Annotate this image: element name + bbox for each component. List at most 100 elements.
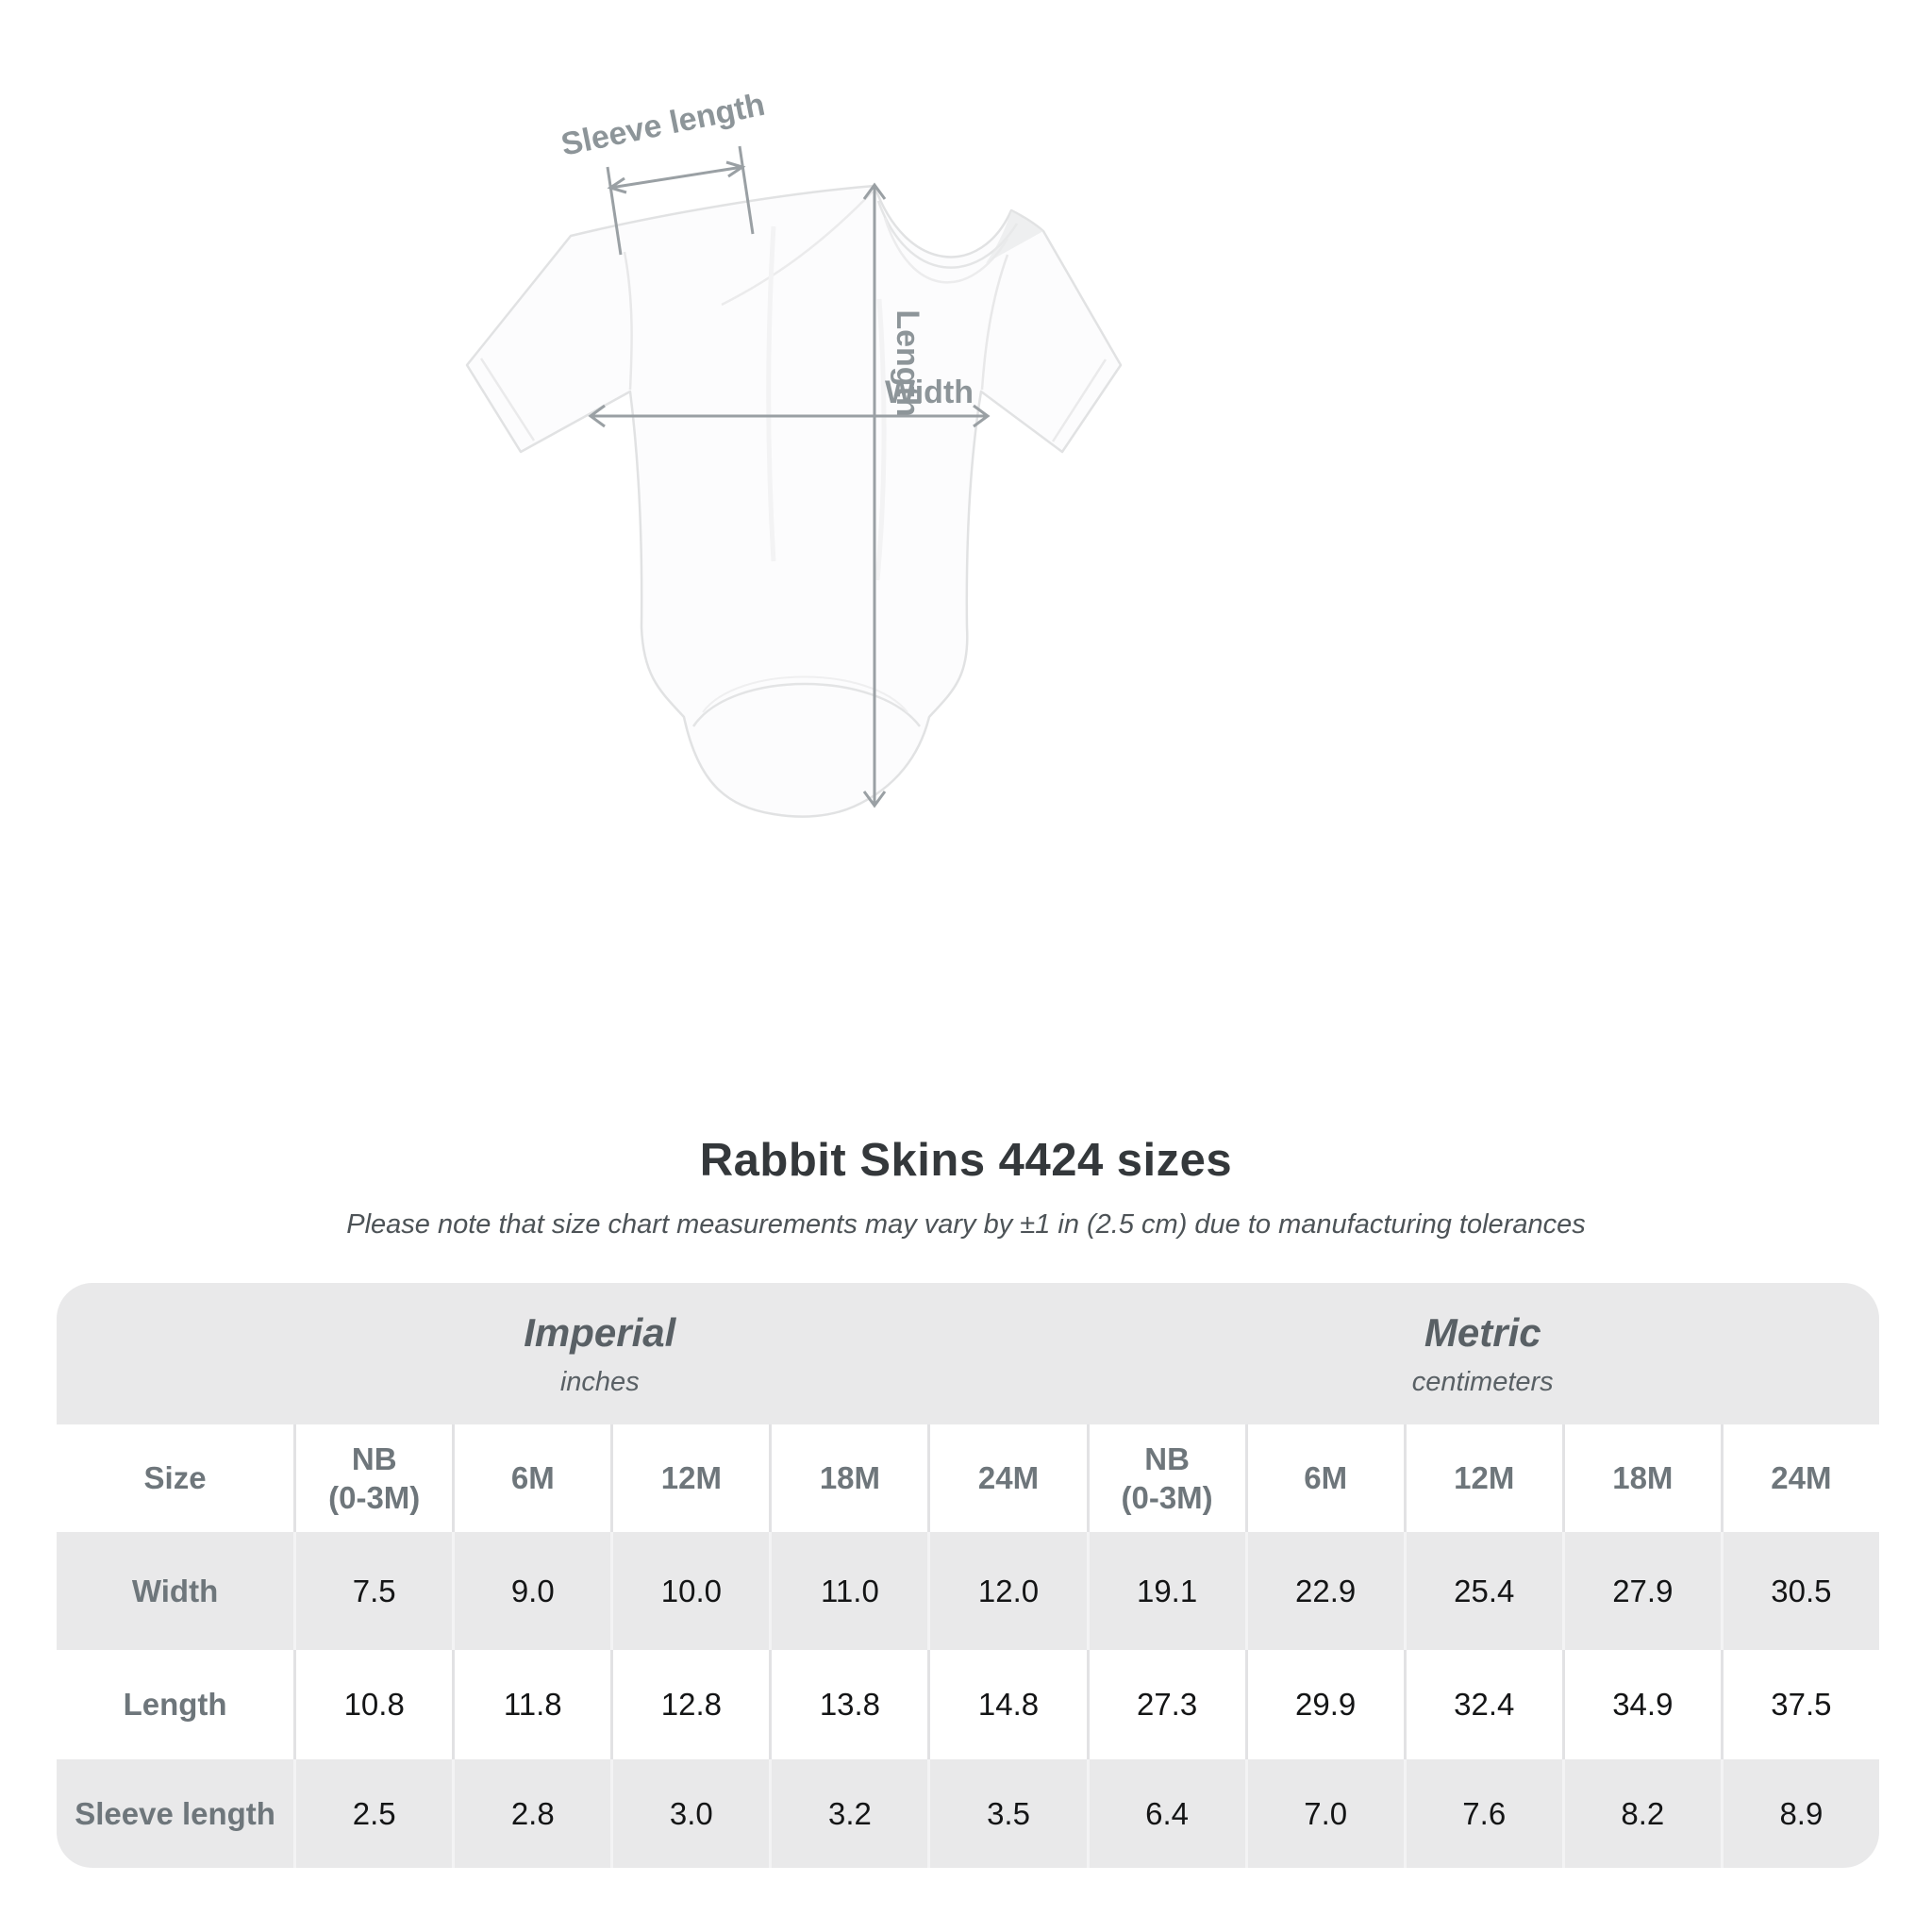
length-label: Length: [890, 309, 925, 416]
cell-value: 12.0: [977, 1573, 1040, 1608]
cell-value: 10.0: [660, 1573, 722, 1608]
cell-value: 11.0: [821, 1573, 879, 1608]
cell-value: 14.8: [977, 1687, 1040, 1722]
table-cell: 10.8: [293, 1650, 452, 1759]
table-cell: Sleeve length: [57, 1759, 293, 1868]
cell-value: 32.4: [1454, 1687, 1515, 1722]
table-cell: 6M: [452, 1424, 610, 1532]
table-cell: 27.3: [1086, 1650, 1245, 1759]
cell-value: 12.8: [660, 1687, 722, 1722]
page-title: Rabbit Skins 4424 sizes: [699, 1135, 1233, 1186]
col-header: 18M: [819, 1460, 881, 1496]
col-header: 24M: [977, 1460, 1040, 1496]
col-header: 24M: [1771, 1460, 1832, 1496]
cell-value: 3.5: [987, 1795, 1030, 1831]
table-cell: 25.4: [1403, 1532, 1562, 1650]
table-cell: 37.5: [1720, 1650, 1879, 1759]
table-cell: 11.0: [769, 1532, 927, 1650]
shoulder-flap-seam: [721, 191, 874, 307]
size-header-row: Size NB (0-3M) 6M 12M 18M 24M NB (0-3M) 6M 12M 18…: [57, 1424, 1879, 1532]
cell-value: 22.9: [1295, 1573, 1357, 1608]
cell-value: 30.5: [1771, 1573, 1832, 1608]
shoulder-flap-shadow: [986, 210, 1043, 263]
table-cell: 3.5: [927, 1759, 1086, 1868]
table-cell: NB (0-3M): [293, 1424, 452, 1532]
width-measure-arrow: [588, 404, 991, 428]
col-header: NB (0-3M): [328, 1441, 421, 1515]
cell-value: 37.5: [1771, 1687, 1832, 1722]
col-header: 12M: [660, 1460, 722, 1496]
row-label: Width: [131, 1573, 219, 1608]
cell-value: 3.2: [827, 1795, 872, 1831]
table-cell: 18M: [1561, 1424, 1721, 1532]
table-cell: 24M: [927, 1424, 1086, 1532]
table-cell: 12M: [610, 1424, 769, 1532]
col-header: 18M: [1612, 1460, 1674, 1496]
unit-header-row: Imperial inches Metric centimeters: [57, 1283, 1879, 1424]
size-column-label: Size: [143, 1460, 207, 1496]
table-cell: 18M: [769, 1424, 927, 1532]
imperial-header: Imperial inches: [57, 1310, 1087, 1398]
col-header: 12M: [1454, 1460, 1515, 1496]
armhole-seam-right: [980, 254, 1009, 391]
col-header: 6M: [510, 1460, 555, 1496]
row-label: Sleeve length: [75, 1795, 275, 1831]
tolerance-note: Please note that size chart measurements…: [346, 1209, 1586, 1240]
table-cell: 24M: [1720, 1424, 1879, 1532]
imperial-unit: inches: [559, 1366, 640, 1397]
cell-value: 7.6: [1462, 1795, 1507, 1831]
table-cell: Size: [57, 1424, 293, 1532]
cell-value: 27.3: [1136, 1687, 1198, 1722]
cell-value: 10.8: [343, 1687, 405, 1722]
imperial-title: Imperial: [524, 1309, 676, 1355]
measurement-annotations: [588, 145, 991, 808]
table-cell: 12.0: [927, 1532, 1086, 1650]
cell-value: 19.1: [1136, 1573, 1198, 1608]
table-cell: NB (0-3M): [1086, 1424, 1245, 1532]
table-cell: 30.5: [1720, 1532, 1879, 1650]
sleeve-length-label: Sleeve length: [558, 87, 768, 163]
metric-title: Metric: [1424, 1309, 1541, 1355]
length-measure-arrow: [862, 182, 887, 808]
cell-value: 7.5: [352, 1573, 396, 1608]
cell-value: 3.0: [669, 1795, 713, 1831]
metric-header: Metric centimeters: [1087, 1310, 1879, 1398]
cell-value: 9.0: [510, 1573, 555, 1608]
col-header: NB (0-3M): [1121, 1441, 1213, 1515]
table-cell: 9.0: [452, 1532, 610, 1650]
table-cell: 32.4: [1403, 1650, 1562, 1759]
table-cell: 7.0: [1244, 1759, 1404, 1868]
table-cell: 6M: [1244, 1424, 1404, 1532]
bodysuit-illustration: Sleeve length Length Width: [377, 52, 1189, 849]
table-cell: 12M: [1403, 1424, 1562, 1532]
table-cell: Length: [57, 1650, 293, 1759]
cell-value: 13.8: [819, 1687, 881, 1722]
col-header: 6M: [1304, 1460, 1348, 1496]
table-cell: 7.5: [293, 1532, 452, 1650]
table-cell: 13.8: [769, 1650, 927, 1759]
table-row: Width 7.5 9.0 10.0 11.0 12.0 19.1 22.9 25.4 27.9 3…: [57, 1532, 1879, 1650]
cell-value: 11.8: [503, 1687, 562, 1722]
table-cell: 34.9: [1561, 1650, 1721, 1759]
table-cell: 11.8: [452, 1650, 610, 1759]
table-cell: 14.8: [927, 1650, 1086, 1759]
cell-value: 27.9: [1612, 1573, 1674, 1608]
table-cell: 22.9: [1244, 1532, 1404, 1650]
table-row: Sleeve length 2.5 2.8 3.0 3.2 3.5 6.4 7.0 7.6 8.2…: [57, 1759, 1879, 1868]
table-cell: 3.2: [769, 1759, 927, 1868]
cell-value: 8.9: [1779, 1795, 1824, 1831]
cell-value: 2.5: [352, 1795, 396, 1831]
table-cell: 6.4: [1086, 1759, 1245, 1868]
table-cell: 8.2: [1561, 1759, 1721, 1868]
table-cell: 10.0: [610, 1532, 769, 1650]
size-table: Imperial inches Metric centimeters Size N…: [57, 1283, 1879, 1868]
armhole-seam-left: [623, 251, 633, 391]
table-cell: 29.9: [1244, 1650, 1404, 1759]
cell-value: 8.2: [1621, 1795, 1665, 1831]
table-cell: 19.1: [1086, 1532, 1245, 1650]
crotch-flap-seam: [691, 682, 921, 727]
cell-value: 29.9: [1295, 1687, 1357, 1722]
table-cell: 7.6: [1403, 1759, 1562, 1868]
sleeve-measure-arrow: [606, 145, 755, 256]
